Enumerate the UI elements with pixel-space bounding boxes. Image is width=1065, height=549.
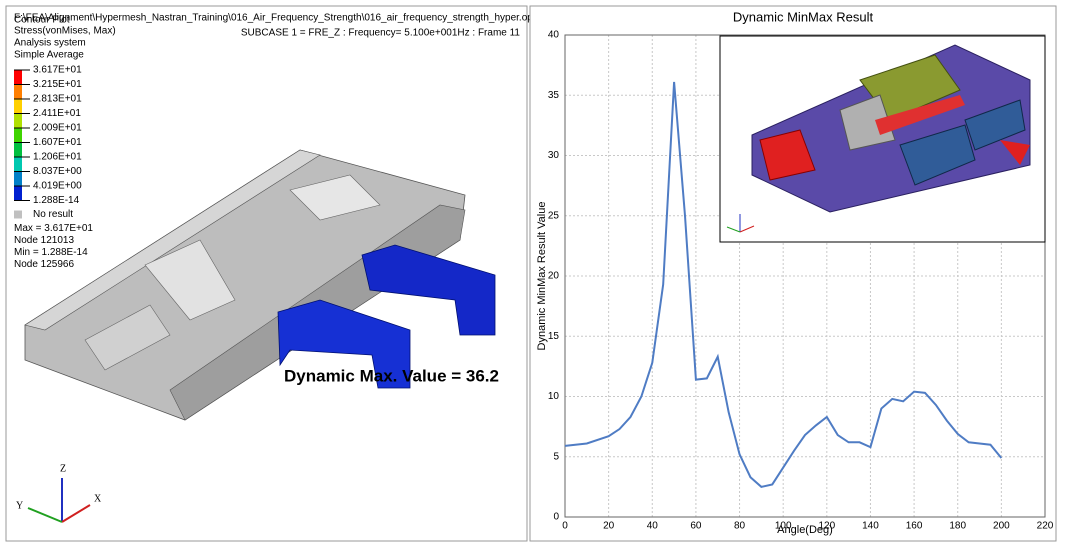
- legend-label: 3.215E+01: [33, 79, 82, 90]
- x-tick-label: 60: [690, 521, 702, 532]
- legend-swatch: [14, 113, 22, 128]
- legend-label: 2.009E+01: [33, 123, 82, 134]
- y-tick-label: 0: [553, 512, 559, 523]
- cross-member: [144, 239, 236, 321]
- info-line: Analysis system: [14, 38, 86, 49]
- legend-label: 1.607E+01: [33, 137, 82, 148]
- y-tick-label: 30: [548, 150, 560, 161]
- bracket: [361, 244, 496, 336]
- x-tick-label: 40: [647, 521, 659, 532]
- frame-rail: [24, 149, 321, 331]
- inset-part: [759, 129, 816, 181]
- x-tick-label: 80: [734, 521, 746, 532]
- y-tick-label: 40: [548, 30, 560, 41]
- legend-swatch: [14, 171, 22, 186]
- x-tick-label: 160: [906, 521, 923, 532]
- triad-axis: [61, 504, 91, 523]
- legend-label: 2.813E+01: [33, 94, 82, 105]
- x-tick-label: 100: [775, 521, 792, 532]
- contour-title: Contour Plot: [14, 15, 70, 26]
- legend-swatch: [14, 128, 22, 143]
- legend-swatch: [14, 84, 22, 99]
- x-axis-label: Angle(Deg): [777, 524, 833, 536]
- y-tick-label: 15: [548, 331, 560, 342]
- stat-line: Max = 3.617E+01: [14, 223, 93, 234]
- y-tick-label: 5: [553, 451, 559, 462]
- x-tick-label: 220: [1037, 521, 1054, 532]
- annotation: Dynamic Max. Value = 36.2: [284, 366, 499, 385]
- cross-member: [84, 304, 171, 371]
- x-tick-label: 200: [993, 521, 1010, 532]
- no-result: No result: [33, 209, 73, 220]
- legend-swatch: [14, 70, 22, 85]
- x-tick-label: 120: [818, 521, 835, 532]
- inset-triad: [739, 225, 755, 233]
- stat-line: Min = 1.288E-14: [14, 247, 88, 258]
- y-axis-label: Dynamic MinMax Result Value: [536, 202, 548, 351]
- triad-axis: [27, 507, 63, 523]
- x-tick-label: 140: [862, 521, 879, 532]
- stat-line: Node 121013: [14, 235, 74, 246]
- legend-label: 1.288E-14: [33, 195, 80, 206]
- inset-part: [875, 95, 965, 135]
- inset-part: [839, 94, 896, 151]
- legend-swatch: [14, 99, 22, 114]
- subcase: SUBCASE 1 = FRE_Z : Frequency= 5.100e+00…: [241, 28, 521, 39]
- inset-part: [964, 99, 1026, 151]
- legend-swatch: [14, 186, 22, 201]
- legend-swatch: [14, 142, 22, 157]
- x-tick-label: 0: [562, 521, 568, 532]
- inset-part: [899, 124, 976, 186]
- bracket: [277, 299, 411, 389]
- x-tick-label: 180: [949, 521, 966, 532]
- inset-triad: [726, 226, 741, 233]
- no-result-swatch: [14, 210, 22, 219]
- info-line: Stress(vonMises, Max): [14, 26, 116, 37]
- legend-label: 3.617E+01: [33, 65, 82, 76]
- x-tick-label: 20: [603, 521, 615, 532]
- triad: Z Y X: [16, 463, 102, 523]
- inset-part: [1000, 140, 1030, 165]
- triad-label: X: [94, 493, 102, 504]
- file-path: F:\FEA\Alignment\Hypermesh_Nastran_Train…: [14, 13, 539, 24]
- triad-label: Y: [16, 500, 23, 511]
- model: [24, 149, 496, 421]
- legend-swatch: [14, 157, 22, 172]
- legend-label: 2.411E+01: [33, 108, 81, 119]
- plot-frame: [564, 34, 1046, 518]
- inset: [719, 35, 1046, 243]
- legend-label: 1.206E+01: [33, 152, 82, 163]
- chart-title: Dynamic MinMax Result: [733, 9, 874, 24]
- info-line: Simple Average: [14, 50, 84, 61]
- y-tick-label: 35: [548, 90, 560, 101]
- cross-member: [289, 174, 381, 221]
- stat-line: Node 125966: [14, 259, 74, 270]
- y-tick-label: 10: [548, 391, 560, 402]
- legend-label: 8.037E+00: [33, 166, 82, 177]
- legend-label: 4.019E+00: [33, 181, 82, 192]
- y-tick-label: 20: [548, 271, 560, 282]
- triad-label: Z: [60, 463, 66, 474]
- y-tick-label: 25: [548, 210, 560, 221]
- data-line: [564, 81, 1003, 488]
